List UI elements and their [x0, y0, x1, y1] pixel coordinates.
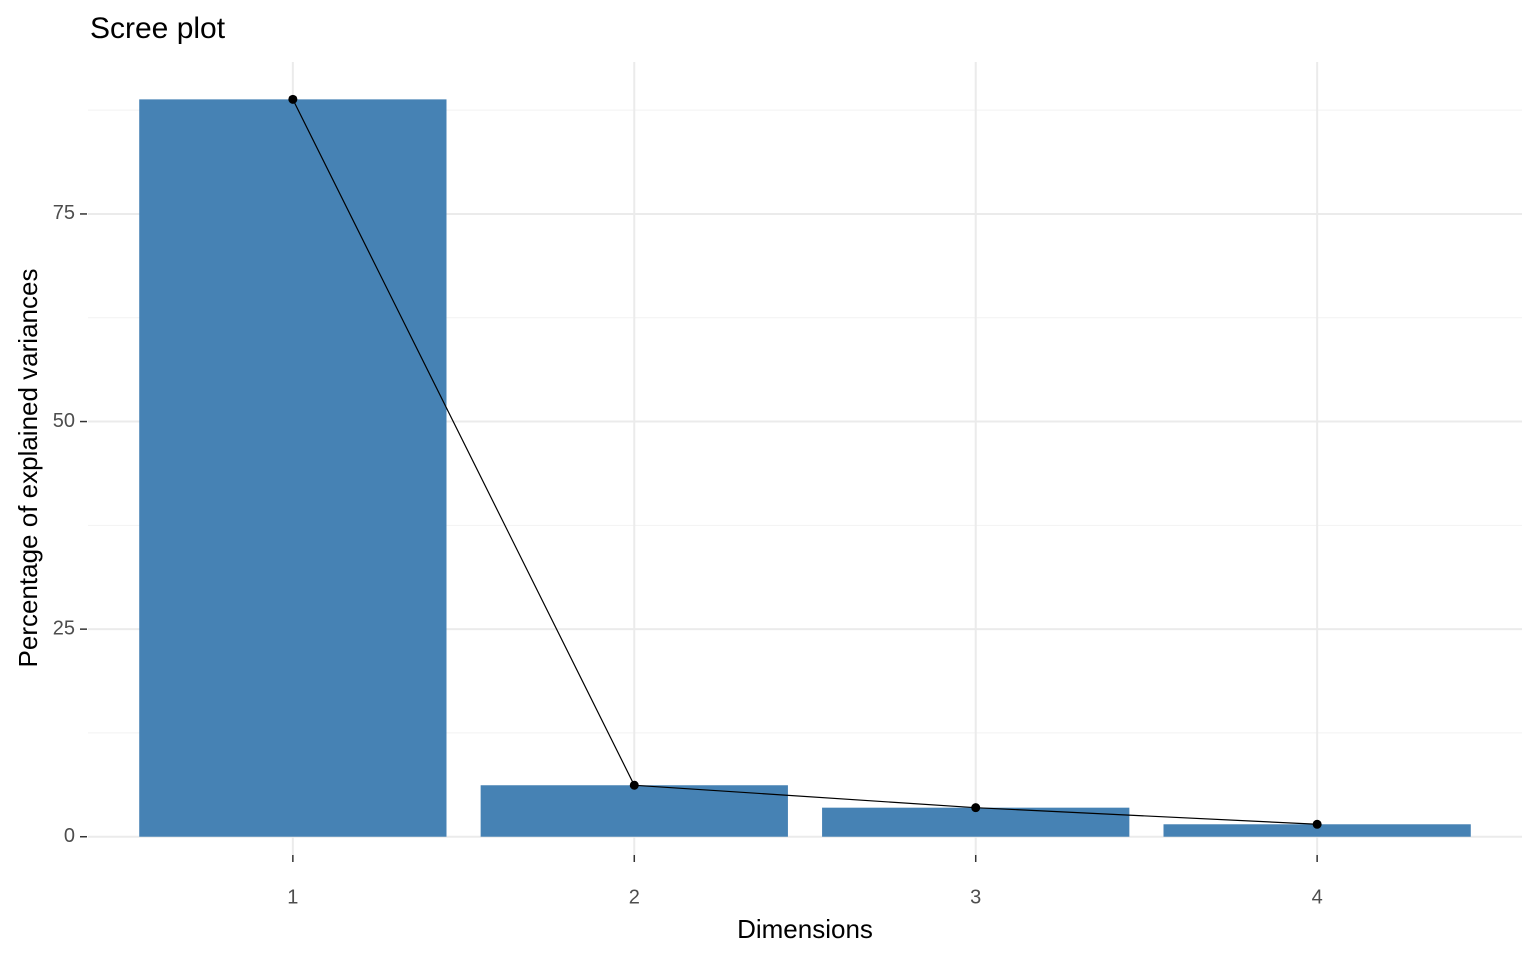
y-tick-label: 25: [53, 617, 75, 639]
trend-line: [292, 99, 1318, 825]
chart-title: Scree plot: [90, 12, 226, 45]
y-tick-label: 50: [53, 410, 75, 432]
x-tick-label: 1: [287, 886, 298, 908]
y-tick-label: 0: [64, 825, 75, 847]
x-tick-label: 4: [1312, 886, 1323, 908]
x-axis-title: Dimensions: [737, 914, 873, 944]
point: [1312, 819, 1322, 829]
marks: [139, 94, 1471, 837]
x-tick-label: 2: [629, 886, 640, 908]
y-axis-title: Percentage of explained variances: [13, 269, 43, 668]
point: [288, 94, 298, 104]
y-tick-label: 75: [53, 202, 75, 224]
bar: [1163, 824, 1471, 837]
bar: [139, 99, 447, 837]
point: [629, 780, 639, 790]
bar: [480, 785, 788, 837]
point: [971, 803, 981, 813]
x-tick-label: 3: [970, 886, 981, 908]
